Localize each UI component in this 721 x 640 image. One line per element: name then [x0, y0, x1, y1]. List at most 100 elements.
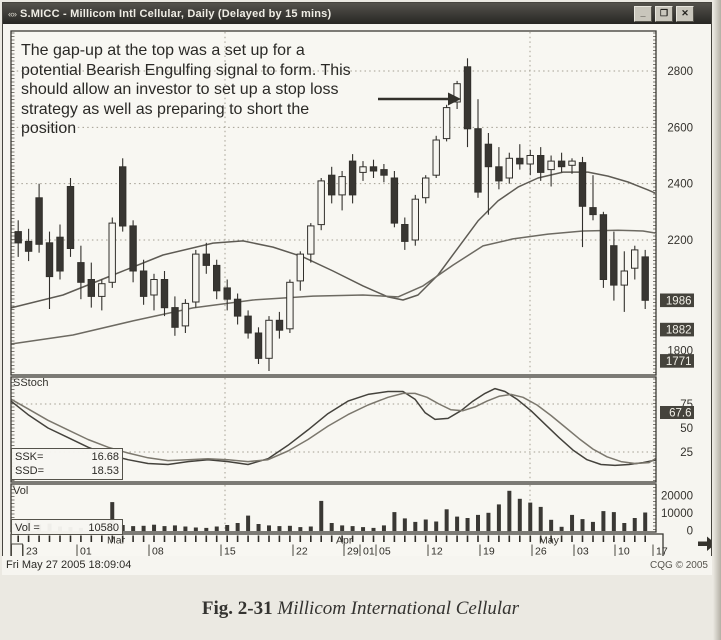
stoch-highlight-value: 67.6	[669, 408, 691, 420]
date-strip-box	[11, 543, 23, 557]
restore-button[interactable]: ❐	[655, 5, 673, 22]
cqg-chart-window: «» S.MICC - Millicom Intl Cellular, Dail…	[2, 2, 712, 575]
price-ruler-left	[11, 32, 15, 373]
volume-bar	[214, 526, 219, 531]
volume-bar	[350, 526, 355, 531]
candle-body	[129, 225, 137, 272]
candle-body	[317, 180, 325, 226]
price-highlight-value: 1882	[666, 325, 692, 337]
volume-bar	[455, 516, 460, 531]
candle-body	[119, 166, 127, 227]
price-highlight-badge	[660, 354, 694, 368]
candle-body	[139, 270, 148, 297]
date-tick-label: 29	[347, 546, 359, 558]
volume-bar	[538, 506, 543, 531]
volume-bar	[402, 518, 407, 531]
volume-bar	[298, 527, 303, 531]
volume-bar	[507, 490, 512, 532]
volume-bar	[643, 512, 648, 531]
candle-body	[45, 242, 54, 278]
volume-tick-label: 10000	[661, 508, 693, 520]
date-tick-label: 01	[80, 546, 92, 558]
candle-body	[286, 281, 294, 330]
candle-body	[359, 166, 367, 173]
annotation-arrow-head	[448, 92, 461, 106]
volume-panel-frame	[10, 483, 657, 533]
figure-caption: Fig. 2-31 Millicom International Cellula…	[0, 598, 721, 620]
candle-body	[307, 225, 315, 255]
month-label: Mar	[107, 535, 126, 547]
volume-bar	[277, 526, 282, 531]
volume-tick-label: 20000	[661, 491, 693, 503]
volume-bar	[256, 524, 261, 531]
stoch-k-line	[10, 387, 657, 467]
candle-body	[526, 155, 534, 165]
volume-bar	[361, 527, 366, 531]
candle-body	[568, 160, 576, 166]
volume-bar	[141, 525, 146, 532]
candle-body	[108, 222, 116, 283]
date-tick-label: 23	[26, 546, 38, 558]
date-tick-label: 03	[577, 546, 589, 558]
candle-body	[474, 128, 482, 193]
volume-tick-label: 0	[687, 526, 693, 538]
status-brand: CQG © 2005	[650, 560, 708, 571]
price-tick-label: 2400	[667, 179, 693, 191]
volume-bar	[287, 525, 292, 532]
ssd-row: SSD= 18.53	[15, 464, 119, 478]
candle-body	[56, 236, 64, 272]
ssk-label: SSK=	[15, 451, 44, 463]
candle-body	[98, 283, 106, 297]
candle-body	[442, 107, 451, 140]
volume-bar	[204, 527, 209, 531]
volume-bar	[162, 526, 167, 531]
volume-bar	[528, 502, 533, 531]
stoch-tick-label: 25	[680, 447, 693, 459]
candle-body	[213, 264, 221, 292]
date-tick-label: 19	[483, 546, 495, 558]
annotation-text: The gap-up at the top was a set up for a…	[21, 42, 351, 137]
volume-bar	[413, 521, 418, 531]
scroll-right-icon[interactable]	[707, 536, 711, 552]
volume-bar	[329, 523, 334, 531]
candle-body	[495, 166, 503, 182]
ssk-value: 16.68	[91, 451, 119, 463]
date-tick-label: 05	[379, 546, 391, 558]
figure-title: Millicom International Cellular	[272, 598, 520, 619]
volume-bar	[590, 521, 595, 531]
candle-body	[150, 279, 158, 296]
volume-bar	[434, 521, 439, 531]
volume-bar	[611, 512, 616, 531]
minimize-button[interactable]: _	[634, 5, 652, 22]
candle-body	[610, 245, 618, 286]
volume-bar	[444, 509, 449, 531]
volume-bar	[308, 526, 313, 531]
candle-body	[192, 253, 200, 303]
price-highlight-value: 1986	[666, 295, 692, 307]
volume-bar	[622, 523, 627, 531]
date-tick-label: 10	[618, 546, 630, 558]
candle-body	[516, 157, 524, 165]
candle-body	[87, 279, 95, 297]
volume-readout-box: Vol = 10580	[11, 519, 123, 535]
stoch-tick-label: 50	[680, 423, 693, 435]
ssd-value: 18.53	[91, 465, 119, 477]
price-highlight-value: 1771	[666, 356, 692, 368]
close-button[interactable]: ✕	[676, 5, 694, 22]
candle-body	[348, 160, 357, 196]
volume-bar	[381, 525, 386, 531]
candle-body	[77, 262, 85, 283]
volume-bar	[235, 523, 240, 531]
title-bar: «» S.MICC - Millicom Intl Cellular, Dail…	[3, 3, 711, 24]
volume-bar	[131, 526, 136, 531]
chart-canvas: 23 01 08 15 22 29 01 05 12 19 26 03 10 17 Mar Apr May 280…	[10, 30, 711, 558]
volume-bar	[601, 511, 606, 531]
price-highlight-badge	[660, 293, 694, 308]
volume-bar	[246, 515, 251, 531]
volume-bar	[267, 525, 271, 531]
candle-body	[338, 176, 346, 196]
scroll-right-icon[interactable]	[698, 541, 707, 547]
date-tick-label: 17	[656, 546, 668, 558]
month-label: May	[539, 535, 560, 547]
candle-body	[422, 177, 430, 199]
